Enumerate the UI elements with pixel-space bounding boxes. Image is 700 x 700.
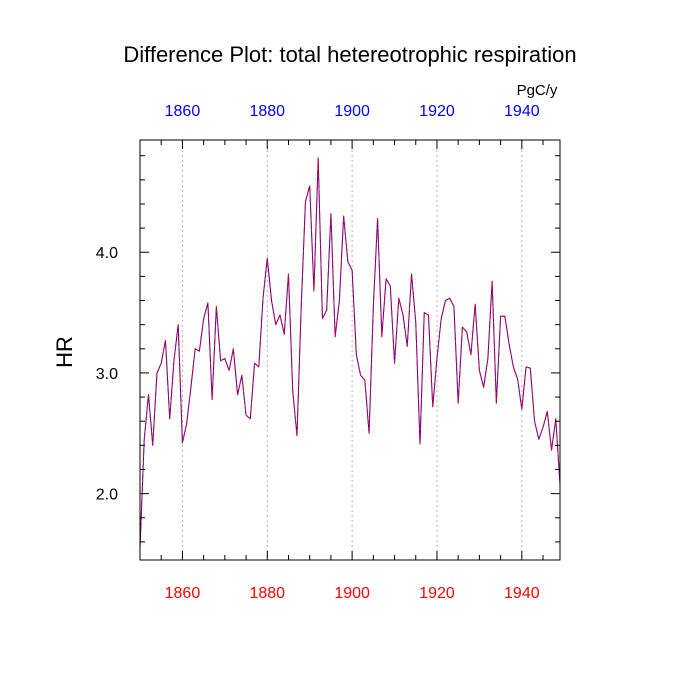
x-tick-label-bottom: 1920 xyxy=(419,585,455,602)
x-tick-label-top: 1860 xyxy=(165,103,201,120)
y-tick-label: 3.0 xyxy=(96,366,118,383)
y-tick-label: 2.0 xyxy=(96,487,118,504)
y-axis-label: HR xyxy=(52,336,77,368)
x-tick-label-top: 1920 xyxy=(419,103,455,120)
grid-lines xyxy=(181,140,523,560)
x-tick-label-bottom: 1860 xyxy=(165,585,201,602)
x-tick-label-top: 1880 xyxy=(249,103,285,120)
x-tick-label-bottom: 1880 xyxy=(249,585,285,602)
chart-title: Difference Plot: total hetereotrophic re… xyxy=(123,42,576,67)
x-tick-label-bottom: 1900 xyxy=(334,585,370,602)
x-tick-label-bottom: 1940 xyxy=(504,585,540,602)
x-tick-label-top: 1940 xyxy=(504,103,540,120)
x-tick-label-top: 1900 xyxy=(334,103,370,120)
series-line-HR-red-dashed xyxy=(139,157,561,548)
plot-frame xyxy=(139,139,561,561)
tick-labels: 1860 1860 1880 1880 1900 1900 1920 1920 1940 1940… xyxy=(96,103,540,602)
y-tick-label: 4.0 xyxy=(96,245,118,262)
units-label: PgC/y xyxy=(517,82,558,99)
axis-ticks xyxy=(139,140,560,560)
series-lines xyxy=(139,157,561,548)
series-line-HR-blue xyxy=(139,157,561,548)
